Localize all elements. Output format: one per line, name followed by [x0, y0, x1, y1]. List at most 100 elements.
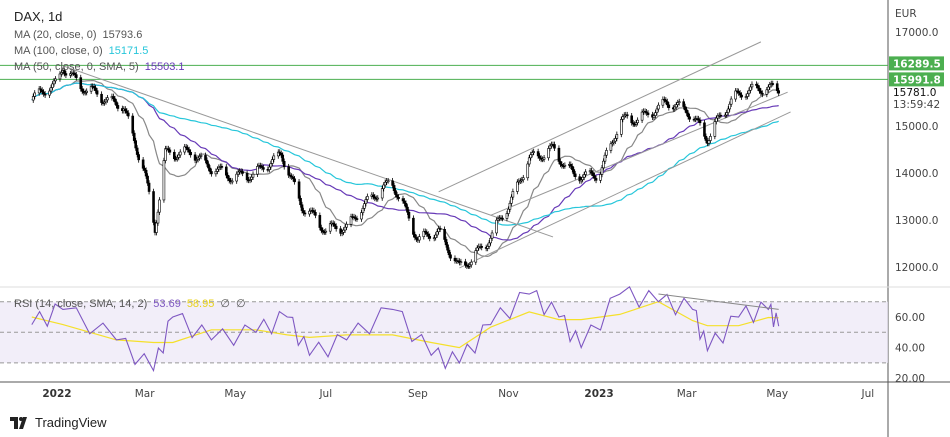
candle	[630, 115, 633, 124]
candle	[80, 88, 84, 92]
candle	[443, 228, 446, 240]
candle	[449, 254, 452, 259]
tradingview-logo[interactable]: TradingView	[10, 415, 107, 430]
ma100-legend[interactable]: MA (100, close, 0) 15171.5	[14, 45, 148, 57]
candle	[520, 179, 524, 182]
ma50-legend[interactable]: MA (50, close, 0, SMA, 5) 15503.1	[14, 61, 184, 73]
candle	[83, 92, 87, 94]
rsi-sma-value: 58.95	[186, 298, 215, 310]
candle	[734, 90, 737, 100]
candle	[113, 98, 117, 103]
candle	[713, 121, 717, 137]
ma100-line	[31, 82, 779, 226]
candle	[205, 159, 209, 165]
candle	[230, 180, 234, 183]
candle	[654, 112, 657, 116]
candle	[744, 96, 748, 98]
candle	[193, 154, 197, 161]
candle	[719, 114, 723, 117]
candle	[475, 247, 479, 251]
candle	[489, 237, 492, 244]
rsi-legend[interactable]: RSI (14, close, SMA, 14, 2) 53.69 58.95 ∅ ∅	[14, 297, 246, 310]
candle	[302, 210, 305, 214]
candle	[738, 92, 742, 96]
candle	[134, 140, 138, 149]
candle	[486, 246, 489, 249]
candle	[333, 223, 336, 227]
candle	[155, 222, 158, 233]
countdown-label: 13:59:42	[893, 99, 940, 111]
candle	[392, 185, 396, 191]
candle	[271, 159, 274, 164]
candle	[560, 164, 564, 167]
candle	[156, 211, 160, 224]
candle	[342, 229, 345, 233]
candle	[631, 122, 635, 125]
candle	[511, 191, 515, 198]
candle	[52, 80, 56, 85]
candle	[282, 161, 286, 168]
candle	[527, 157, 531, 165]
candle	[116, 105, 120, 109]
candle	[726, 108, 730, 113]
candle	[547, 148, 550, 159]
candle	[507, 208, 510, 214]
candle	[43, 93, 47, 96]
chart-title: DAX, 1d	[14, 9, 63, 24]
candle	[657, 104, 660, 110]
candle	[516, 181, 519, 192]
candle	[536, 151, 540, 157]
candle	[224, 166, 228, 176]
trendline	[438, 41, 762, 193]
rsi-sma-line	[31, 301, 779, 349]
candle	[756, 85, 760, 89]
candle	[412, 217, 415, 235]
candle	[183, 146, 187, 153]
candle	[407, 211, 411, 219]
time-tick-label: 2022	[42, 388, 71, 400]
candle	[508, 202, 512, 210]
candle	[775, 83, 779, 91]
candle	[728, 103, 732, 110]
candle	[600, 167, 604, 175]
candle	[553, 144, 556, 149]
candle	[60, 72, 63, 75]
candle	[530, 152, 534, 155]
ma100-value: 15171.5	[108, 45, 149, 57]
candle	[487, 242, 491, 247]
candle	[331, 222, 335, 225]
rsi-extra2: ∅	[235, 298, 246, 310]
candle	[245, 172, 249, 181]
candle	[505, 213, 509, 219]
candle	[79, 77, 83, 90]
candle	[40, 89, 44, 93]
candle	[521, 177, 525, 181]
candle	[674, 104, 678, 108]
ma50-label: MA (50, close, 0, SMA, 5)	[14, 61, 139, 73]
candle	[746, 93, 749, 97]
candle	[707, 140, 711, 144]
candle	[729, 98, 733, 105]
candle	[382, 184, 386, 189]
candle	[269, 163, 273, 168]
candle	[290, 175, 293, 178]
candle	[777, 90, 781, 94]
candle	[459, 261, 463, 263]
candle	[395, 194, 399, 198]
candle	[158, 199, 161, 213]
candle	[759, 90, 763, 94]
time-tick-label: Jul	[860, 388, 874, 400]
candle	[364, 199, 368, 204]
candle	[676, 102, 680, 105]
candle	[177, 154, 181, 158]
candle	[715, 117, 718, 122]
candle	[391, 180, 394, 186]
candle	[124, 108, 127, 112]
candle	[397, 196, 400, 199]
candle	[82, 91, 86, 93]
candle	[345, 223, 348, 228]
candle	[495, 219, 498, 234]
candle	[426, 233, 430, 237]
ma20-legend[interactable]: MA (20, close, 0) 15793.6	[14, 29, 142, 41]
